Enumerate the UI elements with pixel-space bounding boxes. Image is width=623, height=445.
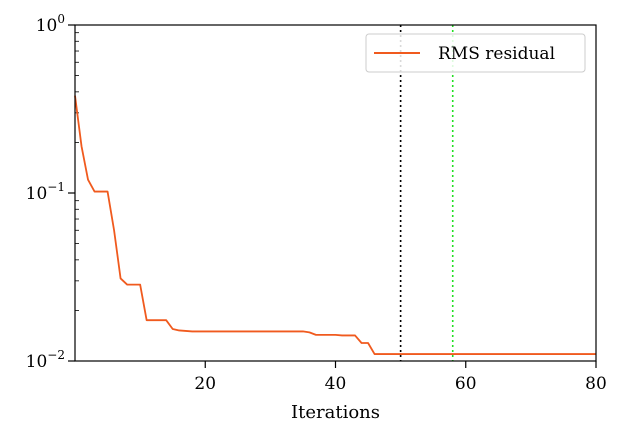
- vertical-reference-lines: [399, 25, 454, 361]
- x-tick-label: 80: [585, 374, 607, 394]
- legend-label: RMS residual: [438, 44, 555, 64]
- y-minor-ticks: [75, 32, 79, 311]
- y-tick-label: 10−1: [26, 180, 65, 204]
- series-line: [74, 95, 596, 355]
- series-layer: [74, 95, 596, 355]
- plot-area: [75, 25, 596, 361]
- x-ticks: 20 40 60 80: [194, 361, 607, 394]
- legend: RMS residual: [365, 33, 586, 73]
- x-axis-label: Iterations: [291, 402, 380, 423]
- legend-box: [365, 33, 586, 73]
- x-tick-label: 20: [194, 374, 216, 394]
- y-tick-label: 10−2: [26, 348, 65, 372]
- y-tick-label: 100: [36, 12, 65, 36]
- y-ticks: 10−2 10−1 100: [26, 12, 75, 372]
- x-tick-label: 40: [325, 374, 347, 394]
- x-tick-label: 60: [455, 374, 477, 394]
